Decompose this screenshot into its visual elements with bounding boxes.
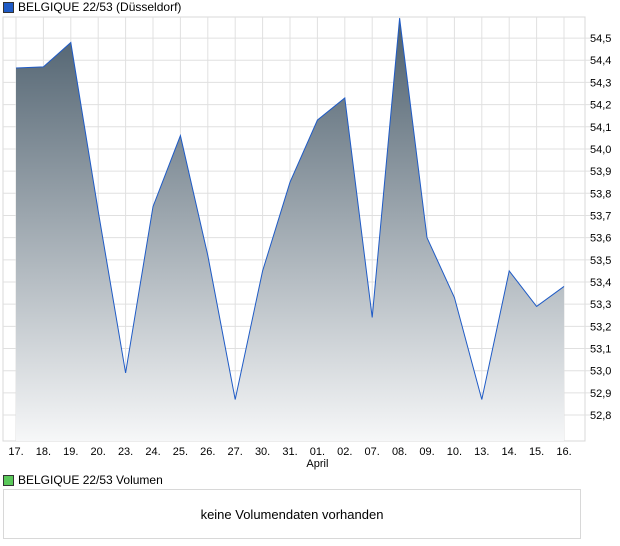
x-tick-label: 24. xyxy=(145,446,160,458)
y-tick-label: 52,8 xyxy=(590,410,611,422)
x-tick-label: 17. xyxy=(8,446,23,458)
y-tick-label: 53,1 xyxy=(590,344,611,356)
x-tick-label: 07. xyxy=(365,446,380,458)
y-tick-label: 53,3 xyxy=(590,299,611,311)
x-tick-label: 18. xyxy=(36,446,51,458)
x-tick-label: 16. xyxy=(556,446,571,458)
x-tick-label: 30. xyxy=(255,446,270,458)
volume-empty-message: keine Volumendaten vorhanden xyxy=(200,506,384,522)
volume-legend: BELGIQUE 22/53 Volumen xyxy=(3,473,163,487)
volume-legend-label: BELGIQUE 22/53 Volumen xyxy=(18,473,163,487)
y-tick-label: 53,5 xyxy=(590,255,611,267)
y-tick-label: 54,2 xyxy=(590,100,611,112)
y-tick-label: 54,5 xyxy=(590,33,611,45)
x-tick-label: 19. xyxy=(63,446,78,458)
x-tick-label: 09. xyxy=(419,446,434,458)
x-tick-label: 02. xyxy=(337,446,352,458)
x-tick-label: 23. xyxy=(118,446,133,458)
x-tick-label: 25. xyxy=(173,446,188,458)
price-area xyxy=(16,18,564,441)
y-tick-label: 53,9 xyxy=(590,166,611,178)
y-tick-label: 54,1 xyxy=(590,122,611,134)
x-tick-label: 15. xyxy=(529,446,544,458)
volume-panel: keine Volumendaten vorhanden xyxy=(3,489,581,539)
price-legend-swatch xyxy=(3,1,14,13)
x-tick-label: 14. xyxy=(502,446,517,458)
y-tick-label: 54,0 xyxy=(590,144,611,156)
volume-legend-swatch xyxy=(3,474,14,486)
x-tick-label: 08. xyxy=(392,446,407,458)
price-legend: BELGIQUE 22/53 (Düsseldorf) xyxy=(3,0,181,14)
y-tick-label: 53,4 xyxy=(590,277,611,289)
y-tick-label: 52,9 xyxy=(590,388,611,400)
y-tick-label: 53,7 xyxy=(590,210,611,222)
x-tick-label: 10. xyxy=(447,446,462,458)
x-tick-label: 13. xyxy=(474,446,489,458)
y-tick-label: 54,3 xyxy=(590,77,611,89)
price-chart: 52,8 52,9 53,0 53,1 53,2 53,3 53,4 53,5 53,6 53,7… xyxy=(2,16,611,470)
x-tick-label: 31. xyxy=(282,446,297,458)
x-axis-label: April xyxy=(306,458,328,470)
x-tick-label: 20. xyxy=(91,446,106,458)
x-tick-label: 26. xyxy=(200,446,215,458)
y-tick-label: 53,2 xyxy=(590,321,611,333)
y-tick-label: 54,4 xyxy=(590,55,611,67)
y-tick-label: 53,0 xyxy=(590,366,611,378)
price-legend-label: BELGIQUE 22/53 (Düsseldorf) xyxy=(18,0,182,14)
x-tick-label: 01. xyxy=(310,446,325,458)
y-tick-label: 53,6 xyxy=(590,233,611,245)
y-tick-label: 53,8 xyxy=(590,188,611,200)
x-tick-label: 27. xyxy=(228,446,243,458)
